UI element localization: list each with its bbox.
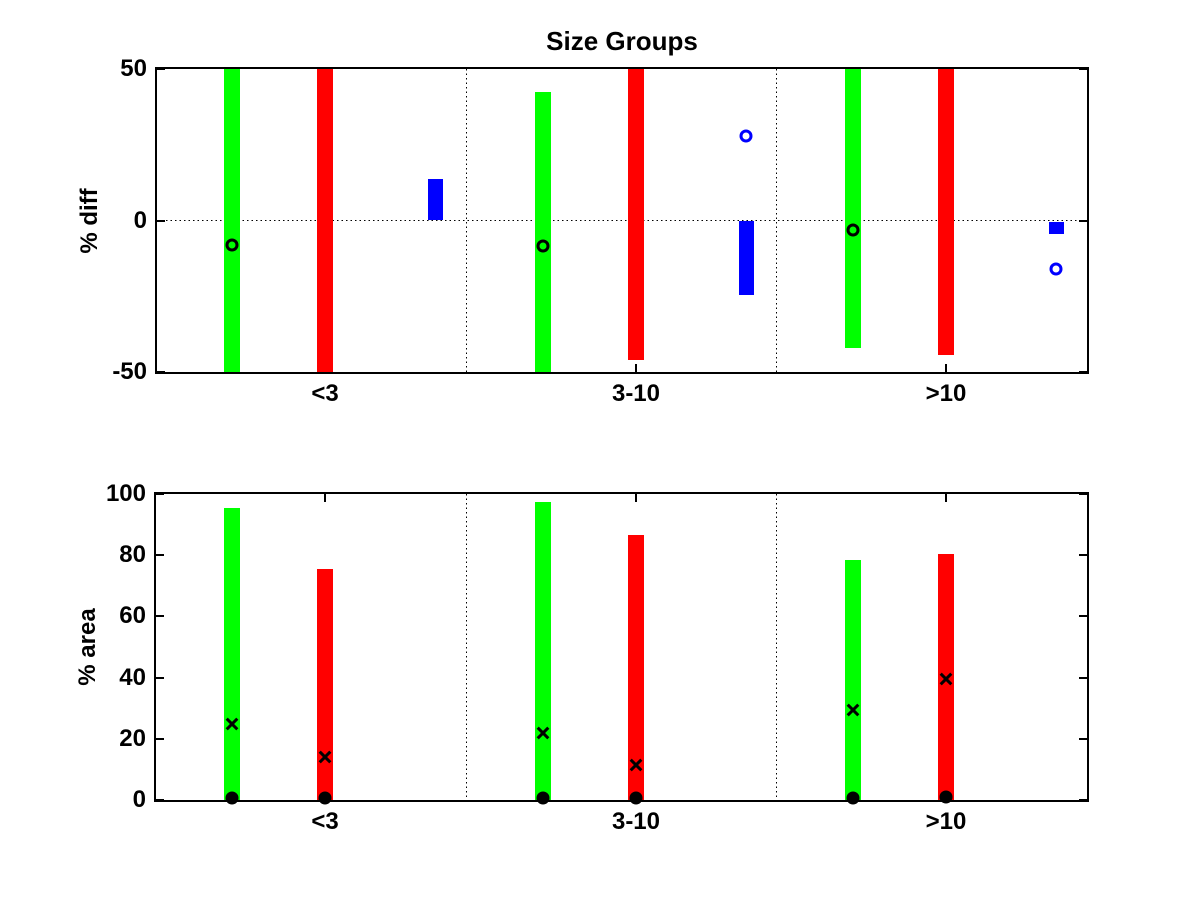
red-bar-3-10 xyxy=(628,69,644,360)
x-tick-bottom xyxy=(945,364,947,372)
black-open-circle-marker-<3 xyxy=(225,238,239,252)
y-tick-left xyxy=(156,554,164,557)
zero-gridline xyxy=(157,219,1087,222)
black-x-on-green-marker-3-10 xyxy=(536,726,550,740)
y-tick-label: 80 xyxy=(119,541,146,569)
group-separator-gridline xyxy=(465,69,468,372)
y-tick-label: 60 xyxy=(119,602,146,630)
green-bar-3-10 xyxy=(535,501,551,800)
group-separator-gridline xyxy=(465,494,468,800)
y-tick-left xyxy=(156,737,164,740)
y-tick-left xyxy=(157,371,165,373)
black-open-circle-marker-3-10 xyxy=(536,239,550,253)
y-tick-right xyxy=(1079,68,1087,70)
green-bar->10 xyxy=(845,559,861,800)
x-tick-label: <3 xyxy=(311,808,339,835)
black-dot-on-green-marker-<3 xyxy=(225,791,239,805)
blue-bar-<3 xyxy=(427,178,443,221)
y-tick-left xyxy=(156,799,164,801)
y-tick-right xyxy=(1079,615,1087,618)
green-bar->10 xyxy=(845,69,861,348)
red-bar-3-10 xyxy=(628,535,644,800)
y-tick-right xyxy=(1079,493,1087,495)
x-tick-top xyxy=(324,494,326,502)
black-dot-on-green-marker->10 xyxy=(846,791,860,805)
y-tick-left xyxy=(156,493,164,495)
green-bar-<3 xyxy=(224,507,240,800)
black-x-on-green-marker-<3 xyxy=(225,717,239,730)
x-tick-label: >10 xyxy=(925,808,967,835)
group-separator-gridline xyxy=(775,69,778,372)
y-tick-label: 20 xyxy=(119,724,146,752)
x-tick-label: >10 xyxy=(925,380,967,407)
black-x-on-red-marker-<3 xyxy=(318,750,332,764)
black-open-circle-marker->10 xyxy=(846,223,860,237)
axes-box xyxy=(154,492,1089,802)
red-bar->10 xyxy=(938,69,954,356)
red-bar-<3 xyxy=(317,69,333,372)
y-tick-right xyxy=(1079,799,1087,801)
blue-bar->10 xyxy=(1048,222,1064,235)
y-tick-left xyxy=(157,219,165,222)
blue-open-circle-marker->10 xyxy=(1049,262,1063,276)
blue-open-circle-marker-3-10 xyxy=(739,129,753,143)
x-tick-top xyxy=(945,494,947,502)
y-tick-left xyxy=(156,615,164,618)
x-tick-bottom xyxy=(635,364,637,372)
chart-title: Size Groups xyxy=(546,26,698,56)
green-bar-3-10 xyxy=(535,91,551,372)
black-x-on-red-marker-3-10 xyxy=(629,758,643,772)
y-tick-right xyxy=(1079,676,1087,679)
x-tick-label: 3-10 xyxy=(611,380,661,407)
green-bar-<3 xyxy=(224,69,240,372)
y-tick-right xyxy=(1079,371,1087,373)
y-tick-label: 40 xyxy=(119,663,146,691)
y-tick-label: 100 xyxy=(105,480,146,507)
x-tick-top xyxy=(635,494,637,502)
group-separator-gridline xyxy=(775,494,778,800)
y-tick-label: -50 xyxy=(112,358,147,385)
black-dot-on-red-marker->10 xyxy=(939,790,953,804)
blue-bar-3-10 xyxy=(738,221,754,295)
y-tick-right xyxy=(1079,219,1087,222)
y-tick-label: 0 xyxy=(132,786,146,813)
black-dot-on-red-marker-<3 xyxy=(318,791,332,805)
y-tick-label: 0 xyxy=(133,206,147,234)
y-tick-right xyxy=(1079,554,1087,557)
black-x-on-red-marker->10 xyxy=(939,672,953,686)
axes-box xyxy=(155,67,1089,374)
x-tick-label: <3 xyxy=(311,380,339,407)
y-tick-label: 50 xyxy=(120,55,147,82)
black-dot-on-green-marker-3-10 xyxy=(536,791,550,805)
x-tick-label: 3-10 xyxy=(611,808,661,835)
black-dot-on-red-marker-3-10 xyxy=(629,791,643,805)
y-tick-right xyxy=(1079,737,1087,740)
red-bar-<3 xyxy=(317,568,333,800)
y-tick-left xyxy=(156,676,164,679)
black-x-on-green-marker->10 xyxy=(846,703,860,717)
y-tick-left xyxy=(157,68,165,70)
